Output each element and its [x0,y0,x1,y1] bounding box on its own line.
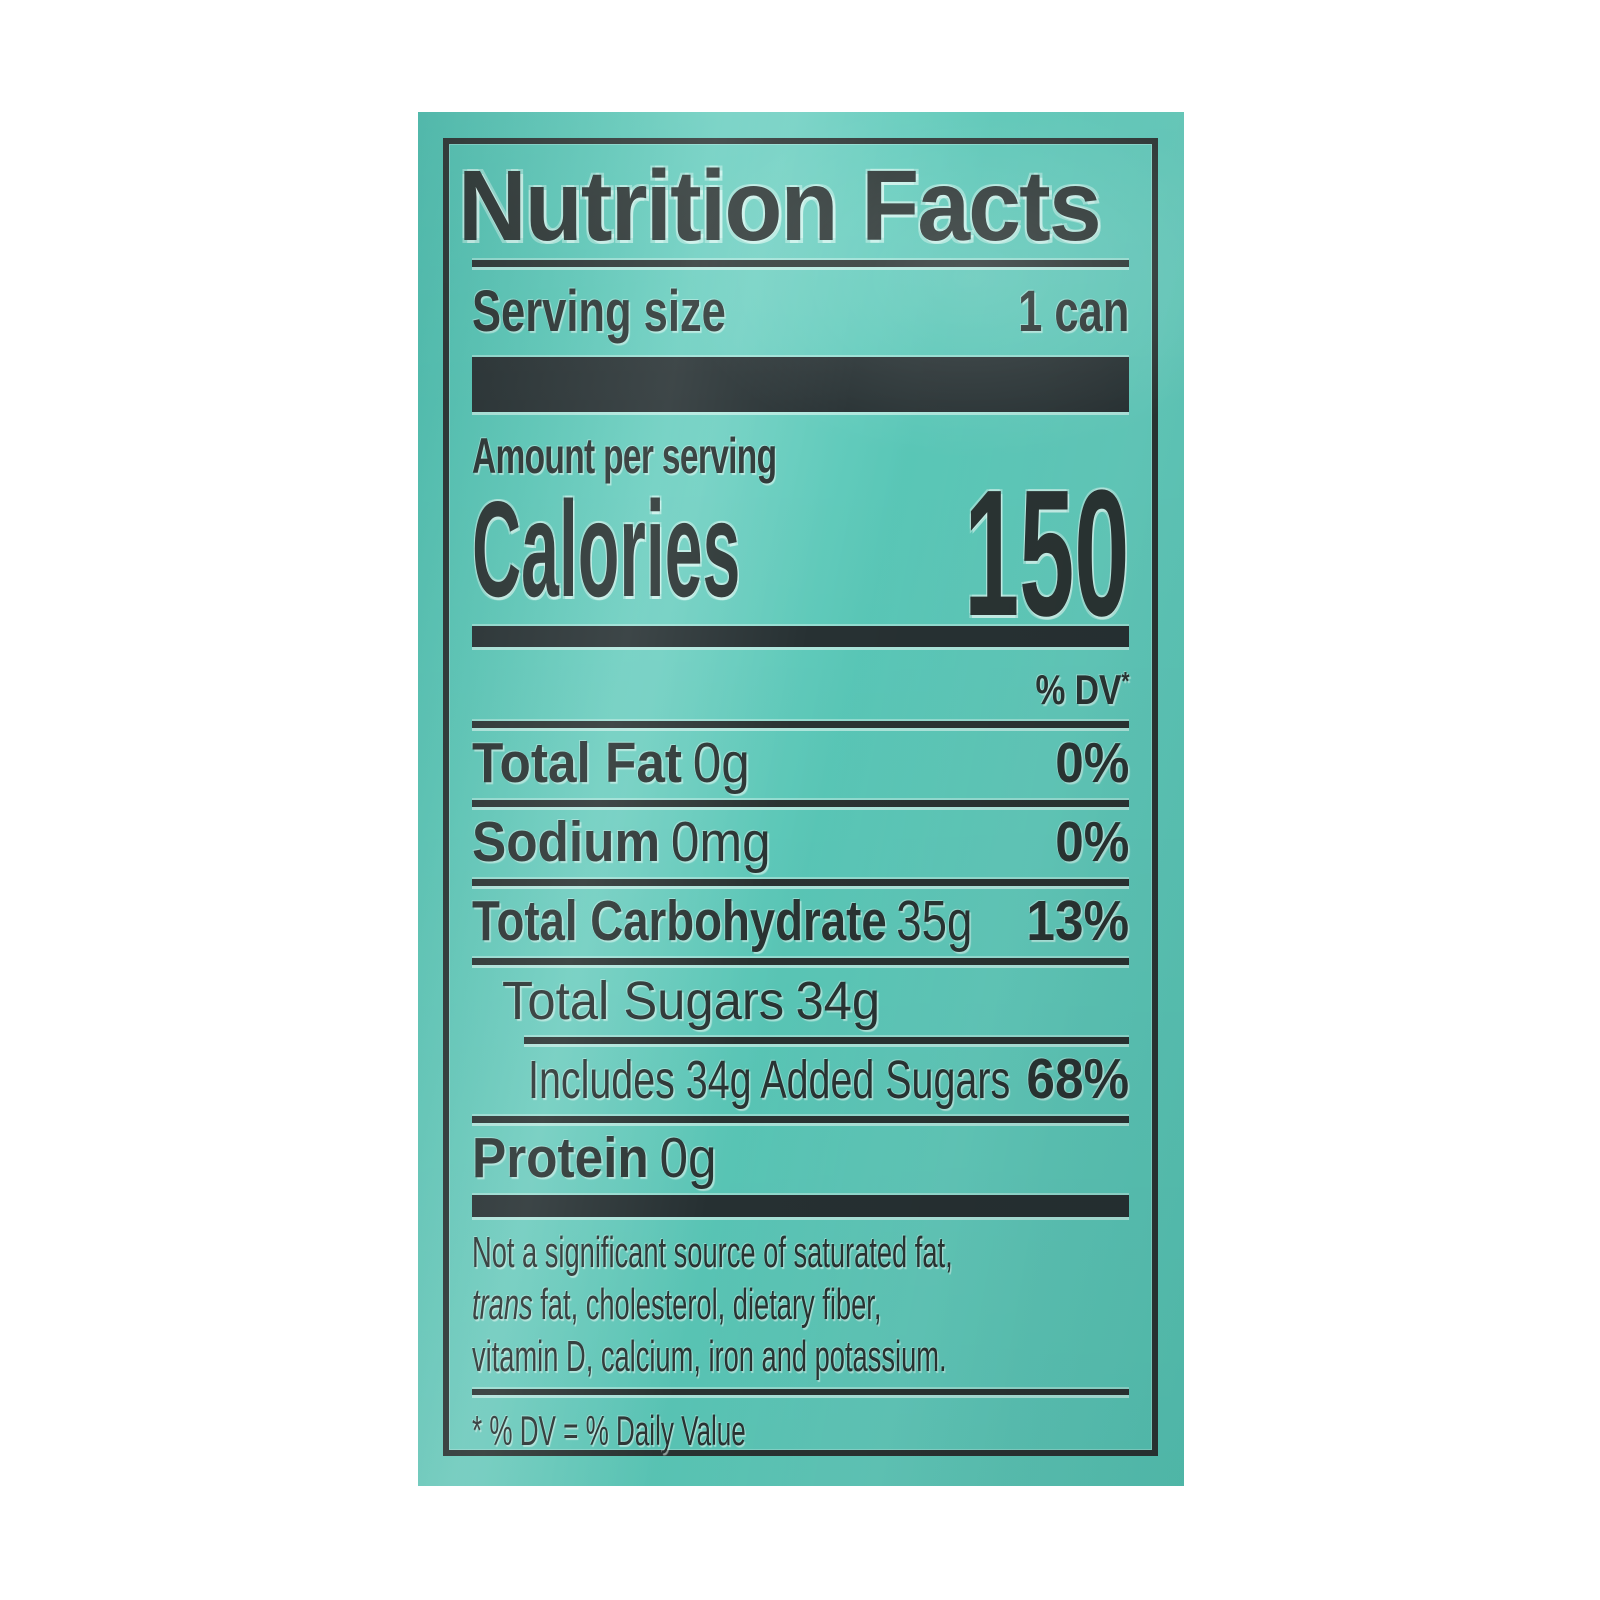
amount-per-serving-label: Amount per serving [472,430,1129,483]
thick-separator-bar [472,357,1129,412]
nutrient-name: Protein [472,1126,649,1190]
footnote-line-2: trans fat, cholesterol, dietary fiber, [472,1279,881,1331]
nutrition-label-card: Nutrition Facts Serving size 1 can Amoun… [418,112,1184,1486]
separator-rule [472,260,1129,267]
nutrient-row-total-carbohydrate: Total Carbohydrate 35g 13% [472,886,1129,958]
nutrient-name: Total Carbohydrate [472,889,887,953]
footnote-line-2-rest: fat, cholesterol, dietary fiber, [532,1280,882,1329]
nutrition-facts-panel: Nutrition Facts Serving size 1 can Amoun… [443,138,1158,1456]
nutrient-row-sodium: Sodium 0mg 0% [472,807,1129,879]
amount-per-serving-text: Amount per serving [472,428,777,484]
nutrient-daily-value: 68% [1026,1047,1129,1111]
nutrient-name-and-amount: Total Carbohydrate 35g [472,890,972,953]
dv-header-asterisk: * [1120,666,1129,696]
nutrient-daily-value: 0% [1054,810,1129,874]
separator-rule-indented [524,1037,1129,1044]
nutrition-facts-title: Nutrition Facts [458,154,1129,258]
nutrient-name-and-amount: Protein 0g [472,1127,717,1190]
nutrition-facts-title-text: Nutrition Facts [458,150,1102,262]
nutrient-row-protein: Protein 0g [472,1123,1129,1195]
nutrient-name: Total Sugars [502,971,785,1031]
nutrient-amount: 0g [659,1126,717,1190]
nutrient-row-added-sugars: Includes 34g Added Sugars 68% [472,1044,1129,1116]
daily-value-column-header: % DV* [472,647,1129,721]
nutrient-name-and-amount: Total Sugars 34g [502,970,880,1032]
nutrient-amount: 0mg [670,810,771,874]
calories-row: Calories 150 [472,464,1129,644]
nutrient-daily-value: 13% [1026,889,1129,953]
nutrient-name: Includes 34g Added Sugars [528,1050,1011,1110]
medium-separator-bar [472,626,1129,647]
nutrient-name: Total Fat [472,731,682,795]
footnote-line-3: vitamin D, calcium, iron and potassium. [472,1332,947,1381]
calories-label: Calories [472,473,741,625]
serving-size-label: Serving size [472,279,726,344]
nutrient-row-total-fat: Total Fat 0g 0% [472,728,1129,800]
separator-rule [472,800,1129,807]
nutrient-name: Sodium [472,810,661,874]
separator-rule [472,879,1129,886]
separator-rule [472,1389,1129,1395]
nutrient-amount: 34g [795,971,881,1031]
footnote-line-1: Not a significant source of saturated fa… [472,1228,953,1277]
daily-value-definition-note: * % DV = % Daily Value [472,1395,1129,1455]
thick-separator-bar-bottom [472,1195,1129,1217]
nutrient-amount: 0g [692,731,750,795]
nutrient-name-and-amount: Total Fat 0g [472,732,750,795]
nutrient-daily-value: 0% [1054,731,1129,795]
dv-header-label: % DV [1035,666,1121,713]
serving-size-row: Serving size 1 can [472,267,1129,357]
daily-value-note-text: * % DV = % Daily Value [472,1407,746,1454]
separator-rule [472,958,1129,965]
footnote-trans-italic: trans [472,1280,533,1329]
nutrient-amount: 35g [896,889,973,953]
nutrient-name-and-amount: Sodium 0mg [472,811,771,874]
nutrient-row-total-sugars: Total Sugars 34g [472,965,1129,1037]
serving-size-value: 1 can [1017,279,1129,344]
separator-rule [472,721,1129,728]
separator-rule [472,1116,1129,1123]
nutrient-name-and-amount: Includes 34g Added Sugars [528,1049,1010,1111]
daily-value-header-text: % DV* [1035,658,1129,713]
footnote: Not a significant source of saturated fa… [472,1227,1129,1383]
calories-value: 150 [963,453,1129,654]
